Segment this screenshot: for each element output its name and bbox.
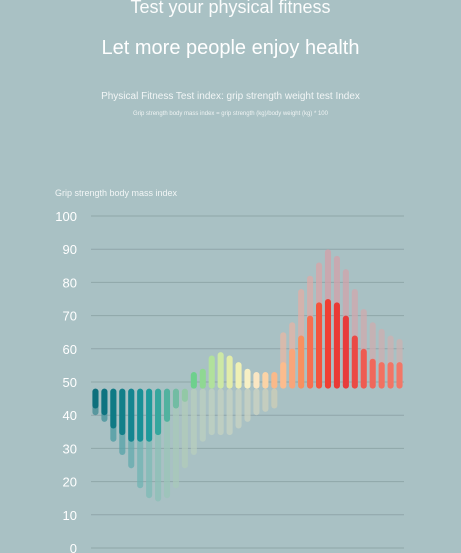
secondary-bar	[253, 388, 260, 416]
primary-bar	[289, 348, 296, 389]
primary-bar	[137, 388, 144, 442]
page-title: Test your physical fitness	[130, 0, 331, 17]
primary-bar	[378, 362, 385, 389]
primary-bar	[324, 299, 332, 389]
primary-bar	[146, 388, 153, 442]
primary-bar	[369, 358, 376, 389]
primary-bar	[396, 362, 403, 389]
secondary-bar	[172, 388, 179, 489]
formula-text: Grip strength body mass index = grip str…	[133, 111, 328, 117]
secondary-bar	[190, 388, 197, 456]
secondary-bar	[226, 388, 233, 436]
primary-bar	[333, 302, 340, 389]
y-tick-label: 0	[70, 541, 77, 553]
y-tick-layer: 0 10 20 30 40 50 60 70 80 90 100	[55, 209, 77, 553]
primary-bar	[110, 388, 117, 429]
primary-bar	[199, 368, 206, 389]
primary-bar	[298, 335, 305, 389]
index-title: Physical Fitness Test index: grip streng…	[101, 91, 360, 102]
y-tick-label: 20	[63, 475, 77, 490]
primary-bar	[244, 368, 251, 389]
primary-bar-layer	[92, 299, 403, 442]
primary-bar	[119, 388, 126, 436]
primary-bar	[307, 315, 314, 389]
primary-bar	[163, 388, 171, 422]
secondary-bar	[271, 388, 278, 409]
y-tick-label: 40	[63, 408, 77, 423]
y-tick-label: 80	[63, 275, 77, 290]
y-tick-label: 100	[55, 209, 77, 224]
secondary-bar	[199, 388, 206, 442]
primary-bar	[262, 372, 269, 389]
primary-bar	[190, 372, 197, 389]
y-axis-label: Grip strength body mass index	[55, 188, 178, 198]
y-tick-label: 50	[63, 375, 77, 390]
primary-bar	[181, 388, 188, 402]
secondary-bar	[235, 388, 242, 429]
primary-bar	[253, 372, 260, 389]
primary-bar	[280, 362, 287, 389]
secondary-bar	[217, 388, 224, 436]
page-subtitle: Let more people enjoy health	[101, 37, 360, 59]
primary-bar	[172, 388, 179, 409]
primary-bar	[360, 348, 367, 389]
primary-bar	[92, 388, 99, 409]
primary-bar	[235, 362, 242, 389]
secondary-bar	[244, 388, 251, 422]
primary-bar	[387, 362, 394, 389]
primary-bar	[217, 352, 224, 389]
primary-bar	[101, 388, 108, 416]
primary-bar	[155, 388, 162, 436]
secondary-bar	[181, 388, 188, 469]
secondary-bar	[208, 388, 215, 436]
y-tick-label: 70	[63, 309, 77, 324]
primary-bar	[316, 302, 323, 389]
y-tick-label: 60	[63, 342, 77, 357]
primary-bar	[351, 335, 358, 389]
secondary-bar	[262, 388, 269, 412]
primary-bar	[226, 355, 233, 389]
y-tick-label: 10	[63, 508, 77, 523]
primary-bar	[208, 355, 215, 389]
primary-bar	[271, 372, 278, 389]
primary-bar	[128, 388, 135, 442]
y-tick-label: 30	[63, 441, 77, 456]
y-tick-label: 90	[63, 242, 77, 257]
primary-bar	[342, 315, 349, 389]
